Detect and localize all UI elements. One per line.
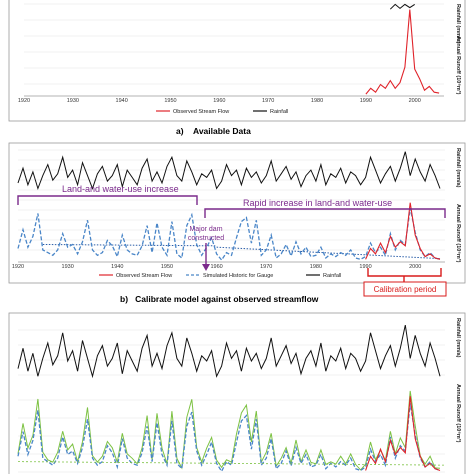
legend-rainfall-label: Rainfall [323,273,341,279]
panel-b-legend: Observed Stream Flow Simulated Historic … [99,273,341,279]
a-tick-1920: 1920 [18,98,30,104]
panel-a-legend: Observed Stream Flow Rainfall [156,109,288,115]
a-tick-1970: 1970 [262,98,274,104]
b-series-rainfall [17,151,441,191]
b-tick-1940: 1940 [111,264,123,270]
rapid-increase-label: Rapid increase in land-and water-use [243,198,392,208]
legend-observed-label: Observed Stream Flow [116,273,172,279]
panel-b-caption: b) Calibrate model against observed stre… [120,294,319,304]
panel-b-ylabel-rainfall: Rainfall (mm/a) [455,148,461,188]
a-tick-1950: 1950 [164,98,176,104]
c-trend-line [17,461,446,466]
b-trend-pre-dam [42,243,217,247]
panel-a-ylabel-rainfall: Rainfall (mm/a) [455,4,461,44]
b-tick-1960: 1960 [210,264,222,270]
a-tick-2000: 2000 [409,98,421,104]
b-tick-2000: 2000 [409,264,421,270]
panel-b: 1920 1930 1940 1950 1960 1970 1980 1990 2000 Rai… [8,142,466,284]
panel-b-frame [8,142,466,284]
calibration-period-label: Calibration period [374,285,437,294]
panel-c-frame [8,312,466,474]
c-series-simulated [17,403,441,473]
panel-a: 1920 1930 1940 1950 1960 1970 1980 1990 2000 Rai… [8,0,466,122]
land-water-use-bracket: Land-and water-use increase [17,184,198,205]
b-series-observed [365,202,441,260]
panel-a-caption: a) Available Data [176,126,251,136]
a-tick-1930: 1930 [67,98,79,104]
rapid-increase-bracket: Rapid increase in land-and water-use [204,198,446,218]
panel-b-x-ticks: 1920 1930 1940 1950 1960 1970 1980 1990 2000 [12,264,421,270]
b-tick-1980: 1980 [310,264,322,270]
calibration-period-annotation: Calibration period [363,268,447,297]
c-series-observed [365,396,441,472]
a-series-observed [365,9,440,95]
panel-c: Rainfall (mm/a) Annual Runoff (10⁶m³) [8,312,466,474]
major-dam-annotation: Major dam constructed [188,226,224,271]
land-water-use-label: Land-and water-use increase [62,184,179,194]
a-tick-1980: 1980 [311,98,323,104]
panel-a-grid [24,3,444,97]
major-dam-label-2: constructed [188,235,224,242]
a-tick-1940: 1940 [116,98,128,104]
panel-b-plot [17,151,445,263]
b-tick-1920: 1920 [12,264,24,270]
b-tick-1990: 1990 [359,264,371,270]
panel-a-plot [24,3,444,97]
calibration-brace [367,268,442,282]
legend-simulated-label: Simulated Historic for Gauge [203,273,273,279]
a-rainfall-fragment [389,3,415,10]
b-series-simulated [17,207,441,262]
calibration-period-box [363,281,447,297]
b-tick-1950: 1950 [161,264,173,270]
c-series-rainfall [17,324,441,379]
legend-rainfall-label: Rainfall [270,109,288,115]
a-tick-1960: 1960 [213,98,225,104]
panel-c-plot [17,324,446,473]
panel-a-ylabel-runoff: Annual Runoff (10⁶m³) [455,36,462,95]
panel-c-ylabel-runoff: Annual Runoff (10⁶m³) [455,384,462,443]
panel-c-ylabel-rainfall: Rainfall (mm/a) [455,318,461,358]
panel-a-frame [8,0,466,122]
major-dam-label-1: Major dam [189,226,222,233]
c-series-green [17,390,441,471]
panel-b-ylabel-runoff: Annual Runoff (10⁶m³) [455,204,462,263]
b-tick-1930: 1930 [62,264,74,270]
panel-a-x-ticks: 1920 1930 1940 1950 1960 1970 1980 1990 2000 [18,98,421,104]
b-trend-post-dam [216,246,441,260]
legend-observed-label: Observed Stream Flow [173,109,229,115]
a-tick-1990: 1990 [360,98,372,104]
major-dam-arrowhead [202,264,210,271]
b-tick-1970: 1970 [260,264,272,270]
